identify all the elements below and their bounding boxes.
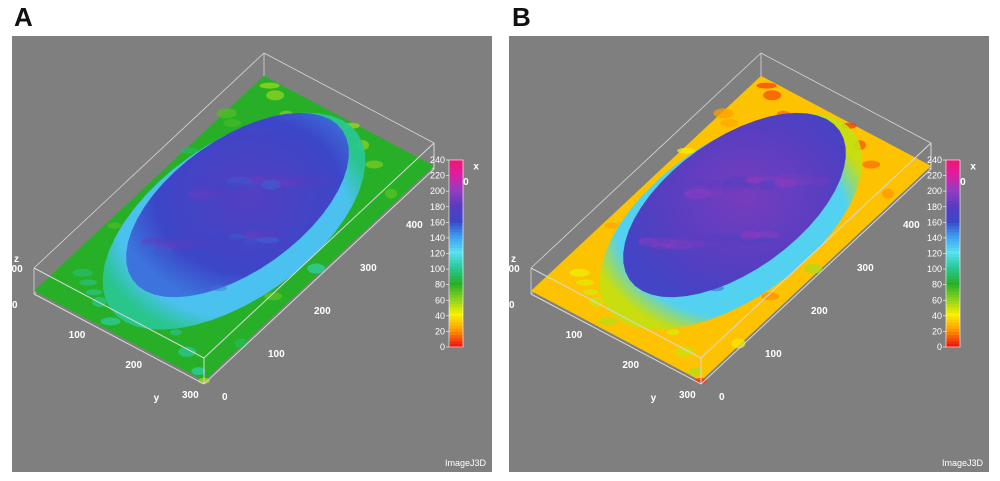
colorbar-tick-label: 140 (927, 233, 942, 243)
surface-plot-a: 0100200300400500x0100200300yz10000204060… (12, 52, 479, 404)
y-tick-label: 100 (566, 330, 583, 341)
colorbar-tick-label: 20 (435, 326, 445, 336)
colorbar-tick-label: 40 (435, 311, 445, 321)
y-tick-label: 300 (679, 390, 696, 401)
colorbar-tick-label: 40 (932, 311, 942, 321)
colorbar-tick-label: 120 (927, 249, 942, 259)
colorbar-tick-label: 60 (932, 295, 942, 305)
y-axis-label: y (651, 393, 657, 404)
colorbar-tick-label: 240 (927, 155, 942, 165)
colorbar-tick-label: 100 (430, 264, 445, 274)
colorbar-tick-label: 60 (435, 295, 445, 305)
z-axis-label: z (14, 254, 19, 265)
y-tick-label: 0 (12, 300, 18, 311)
colorbar-tick-label: 20 (932, 326, 942, 336)
x-tick-label: 300 (360, 263, 377, 274)
colorbar-tick-label: 180 (430, 202, 445, 212)
colorbar-tick-label: 80 (435, 280, 445, 290)
colorbar-tick-label: 200 (927, 186, 942, 196)
panel-label-b: B (512, 2, 531, 32)
y-tick-label: 0 (509, 300, 515, 311)
colorbar-tick-label: 240 (430, 155, 445, 165)
colorbar-tick-label: 220 (430, 171, 445, 181)
y-tick-label: 100 (69, 330, 86, 341)
x-tick-label: 100 (765, 349, 782, 360)
imagej3d-watermark: ImageJ3D (941, 458, 983, 468)
colorbar-tick-label: 220 (927, 171, 942, 181)
z-tick-label: 100 (12, 264, 23, 275)
x-tick-label: 400 (406, 220, 423, 231)
colorbar-tick-label: 120 (430, 249, 445, 259)
y-axis-label: y (154, 393, 160, 404)
surface-plot-panel-b[interactable]: 0100200300400500x0100200300yz10000204060… (509, 36, 989, 472)
colorbar-tick-label: 180 (927, 202, 942, 212)
x-axis-label: x (970, 161, 976, 172)
x-axis-label: x (473, 161, 479, 172)
x-tick-label: 100 (268, 349, 285, 360)
imagej3d-watermark: ImageJ3D (444, 458, 486, 468)
panel-label-a: A (14, 2, 33, 32)
surface-plot-panel-a[interactable]: 0100200300400500x0100200300yz10000204060… (12, 36, 492, 472)
colorbar-tick-label: 80 (932, 280, 942, 290)
y-tick-label: 200 (125, 360, 142, 371)
colorbar-tick-label: 0 (440, 342, 445, 352)
colorbar-tick-label: 200 (430, 186, 445, 196)
x-tick-label: 300 (857, 263, 874, 274)
z-axis-label: z (511, 254, 516, 265)
x-tick-label: 200 (811, 306, 828, 317)
z-tick-label: 100 (509, 264, 520, 275)
colorbar-tick-label: 160 (430, 217, 445, 227)
surface-plot-b: 0100200300400500x0100200300yz10000204060… (509, 52, 976, 404)
y-tick-label: 200 (622, 360, 639, 371)
x-tick-label: 0 (719, 392, 725, 403)
x-tick-label: 0 (222, 392, 228, 403)
x-tick-label: 400 (903, 220, 920, 231)
colorbar-tick-label: 160 (927, 217, 942, 227)
x-tick-label: 200 (314, 306, 331, 317)
colorbar-tick-label: 0 (937, 342, 942, 352)
colorbar-tick-label: 100 (927, 264, 942, 274)
colorbar-tick-label: 140 (430, 233, 445, 243)
y-tick-label: 300 (182, 390, 199, 401)
